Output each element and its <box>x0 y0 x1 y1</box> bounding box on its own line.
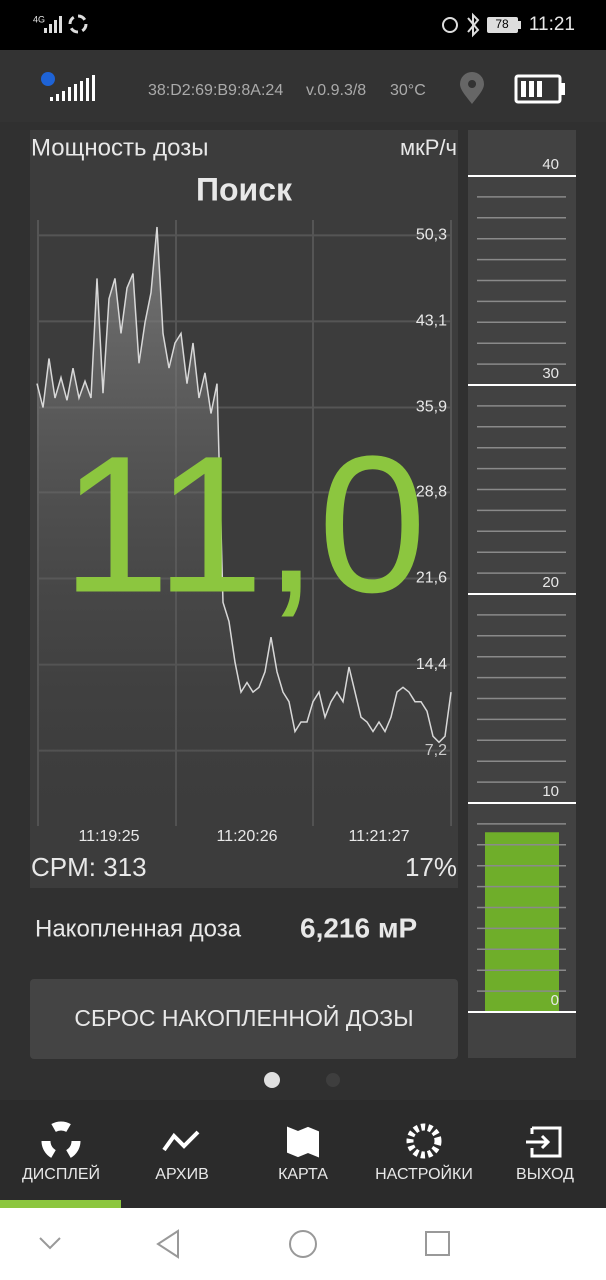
radiation-icon <box>68 14 88 34</box>
y-tick-label: 21,6 <box>416 570 447 587</box>
header <box>0 50 606 122</box>
dose-label: Накопленная доза <box>35 915 242 942</box>
nav-icon-map[interactable] <box>287 1126 319 1158</box>
line <box>36 226 452 744</box>
x-tick-label: 11:21:27 <box>348 828 409 845</box>
nav-icon-settings[interactable] <box>406 1123 442 1159</box>
dose-rate-reading: 11,0 <box>61 416 426 634</box>
device-id: 38:D2:69:B9:8A:24 <box>148 82 283 99</box>
battery-tip <box>518 21 521 29</box>
x-tick-label: 11:20:26 <box>216 828 277 845</box>
bluetooth-icon <box>467 12 480 38</box>
gauge-tick-label: 20 <box>542 574 559 591</box>
sys-hide[interactable] <box>39 1237 61 1250</box>
sys-home[interactable] <box>289 1230 317 1258</box>
nav-label[interactable]: НАСТРОЙКИ <box>375 1164 473 1183</box>
x-tick-label: 11:19:25 <box>78 828 139 845</box>
system-nav <box>0 1208 606 1280</box>
cpm: CPM: 313 <box>31 852 147 882</box>
gauge-tick-label: 10 <box>542 783 559 800</box>
nav-icon-archive[interactable] <box>162 1130 200 1152</box>
nav-icon-exit[interactable] <box>526 1126 562 1158</box>
nav-labels: ДИСПЛЕЙ АРХИВ КАРТА НАСТРОЙКИ ВЫХОД <box>22 1164 574 1183</box>
nav-label[interactable]: ДИСПЛЕЙ <box>22 1164 100 1183</box>
percent: 17% <box>405 852 457 882</box>
firmware-version: v.0.9.3/8 <box>306 82 366 99</box>
device-signal-icon <box>50 75 95 101</box>
signal-icon <box>44 16 62 33</box>
dose-value: 6,216 мР <box>300 912 417 943</box>
bt-badge <box>41 72 55 86</box>
gauge-tick-label: 30 <box>542 365 559 382</box>
alarm-icon <box>442 17 458 33</box>
page-dot[interactable] <box>326 1073 340 1087</box>
reset-button-label[interactable]: СБРОС НАКОПЛЕННОЙ ДОЗЫ <box>74 1004 413 1031</box>
nav-active-indicator <box>0 1200 121 1208</box>
y-tick-label: 35,9 <box>416 399 447 416</box>
sys-back[interactable] <box>156 1229 179 1259</box>
nav-label[interactable]: КАРТА <box>278 1166 328 1183</box>
location-icon[interactable] <box>460 72 484 104</box>
rate-graph: 50,343,135,928,821,614,47,211:19:2511:20… <box>36 220 452 845</box>
temperature: 30°C <box>390 82 426 99</box>
nav-label[interactable]: АРХИВ <box>155 1166 208 1183</box>
unit: мкР/ч <box>400 135 457 160</box>
device-battery-tip <box>560 83 565 95</box>
panel-title: Мощность дозы <box>31 134 208 161</box>
nav-icons <box>41 1121 562 1161</box>
gauge-bar <box>485 832 559 1012</box>
network-type: 4G <box>33 14 45 24</box>
y-tick-label: 14,4 <box>416 656 447 673</box>
battery-icon <box>487 17 518 33</box>
y-tick-label: 28,8 <box>416 484 447 501</box>
nav-label[interactable]: ВЫХОД <box>516 1166 574 1183</box>
gauge-tick-label: 0 <box>551 992 559 1009</box>
reset-button[interactable] <box>30 979 458 1059</box>
gauge-tick-label: 40 <box>542 156 559 173</box>
battery-level: 78 <box>495 17 509 31</box>
mode: Поиск <box>196 171 293 207</box>
clock: 11:21 <box>529 14 575 35</box>
y-tick-label: 50,3 <box>416 227 447 244</box>
sys-recent[interactable] <box>425 1231 450 1256</box>
gauge: 40 30 20 10 0 <box>468 156 576 1013</box>
page-dot-active[interactable] <box>264 1072 280 1088</box>
nav-icon-display[interactable] <box>41 1121 81 1161</box>
device-battery-cells <box>521 81 542 97</box>
y-tick-label: 43,1 <box>416 313 447 330</box>
